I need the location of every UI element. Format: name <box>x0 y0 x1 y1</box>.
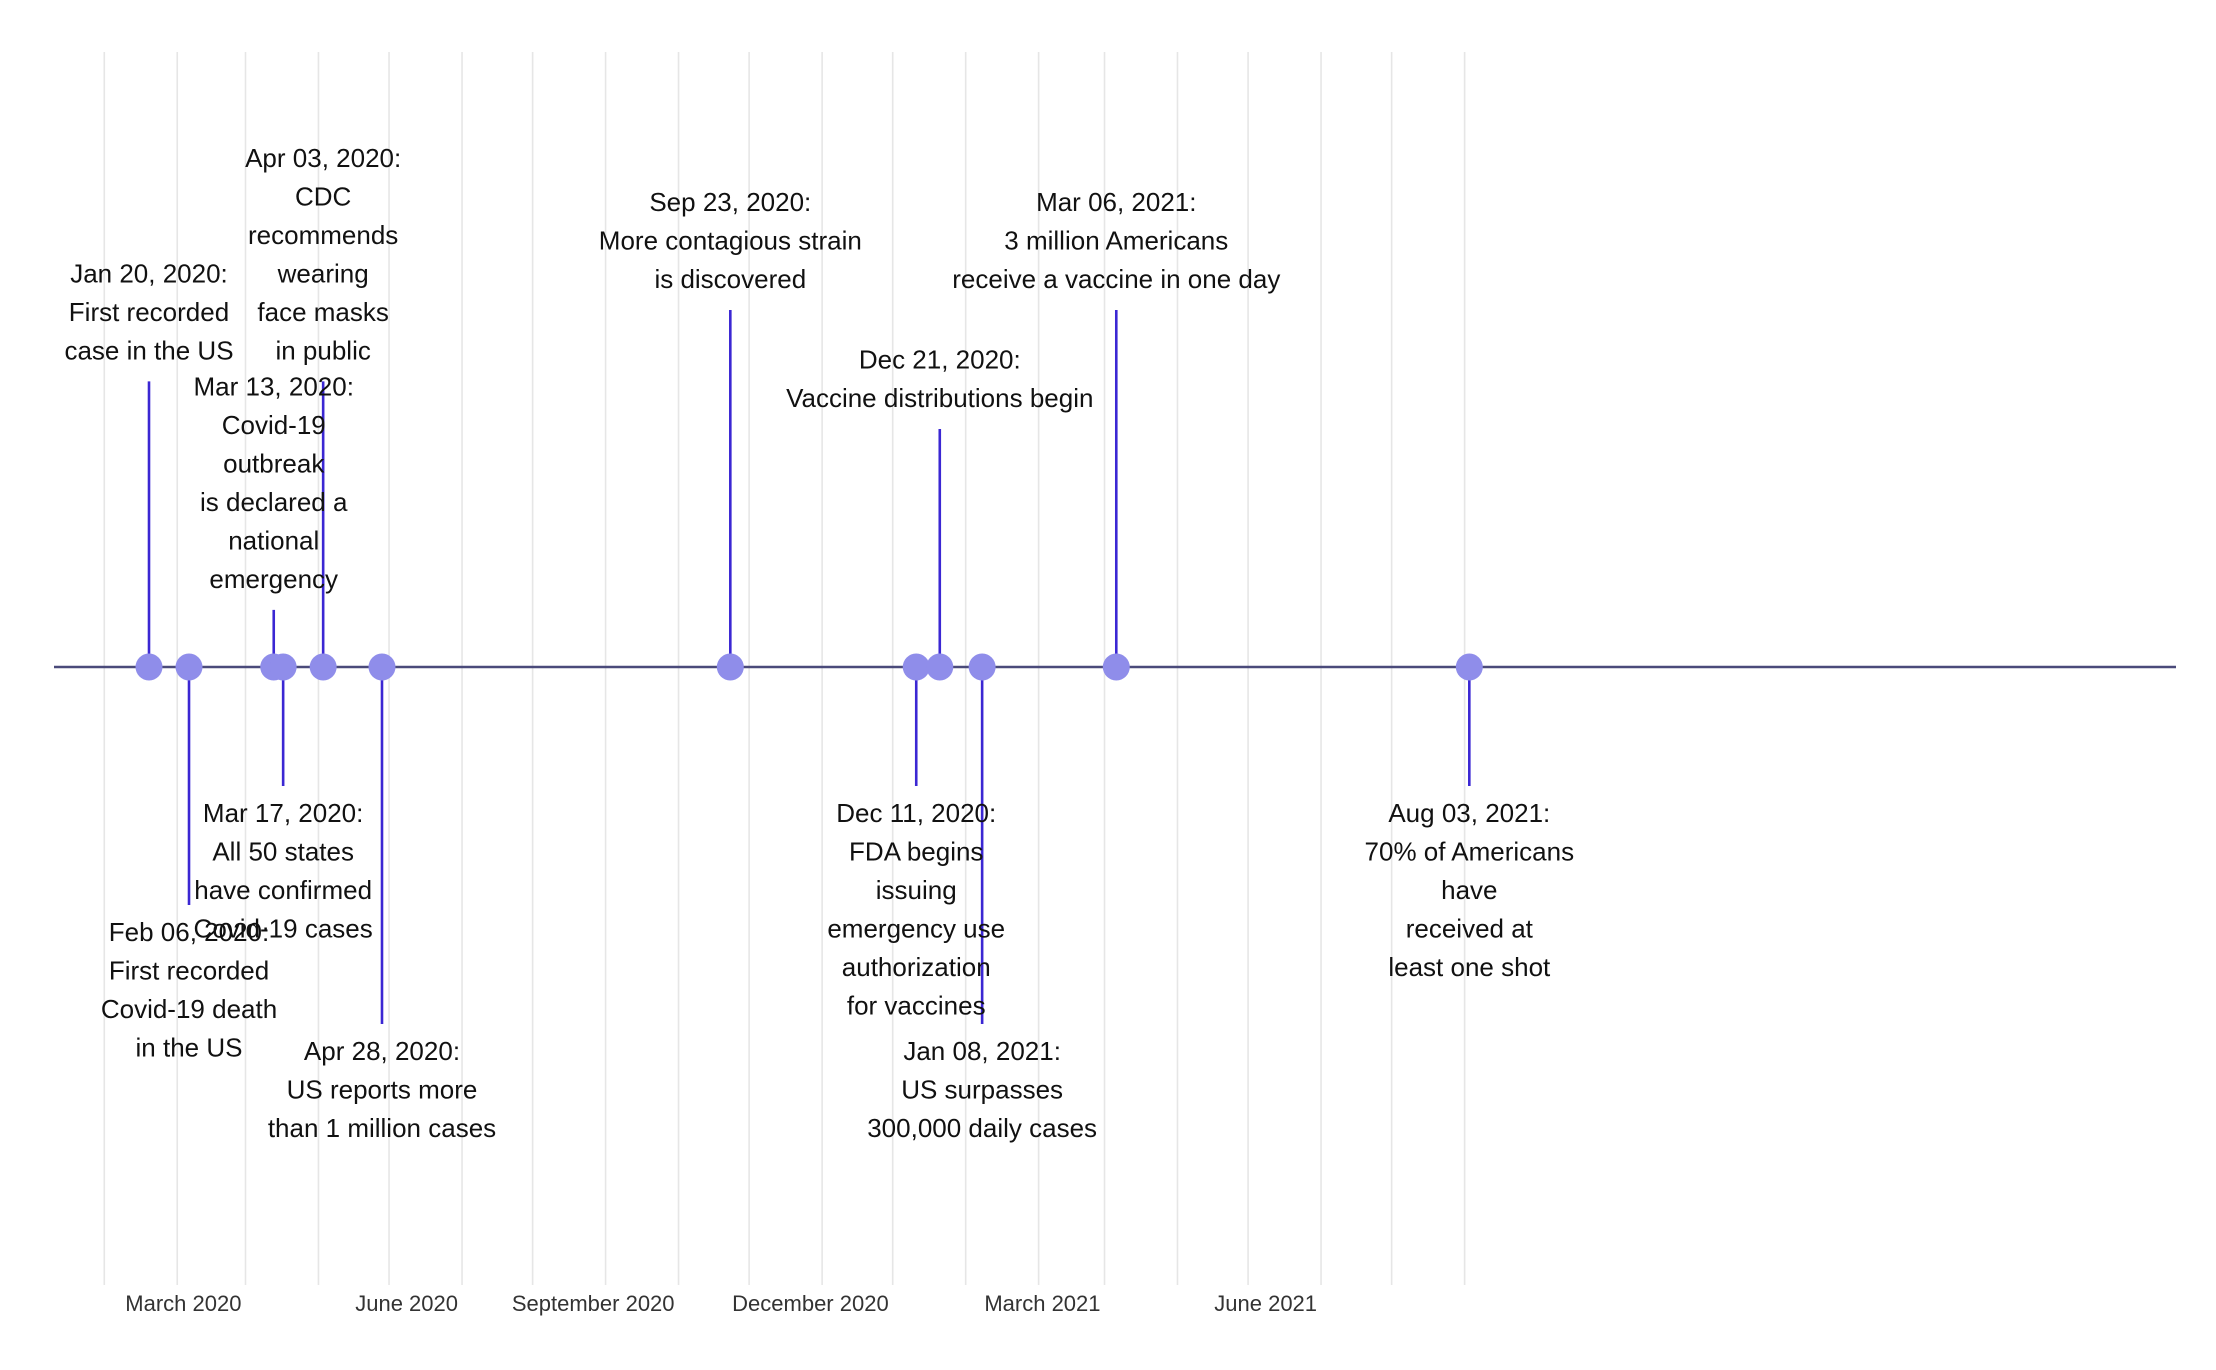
x-tick-label: March 2020 <box>125 1291 241 1316</box>
event-marker <box>968 653 996 681</box>
event-date-label: Feb 06, 2020: <box>109 917 269 947</box>
event-labels: Jan 20, 2020: First recorded case in the U… <box>64 143 1574 1143</box>
x-tick-label: September 2020 <box>512 1291 675 1316</box>
event-date-label: Mar 17, 2020: <box>203 798 363 828</box>
event-description-line: face masks <box>257 297 389 327</box>
event-description-line: US reports more <box>287 1074 478 1104</box>
event-label: Feb 06, 2020: First recorded Covid-19 deat… <box>101 917 277 1063</box>
event-marker <box>175 653 203 681</box>
event-label: Dec 11, 2020: FDA begins issuing emergency … <box>827 798 1005 1021</box>
event-marker <box>368 653 396 681</box>
event-description-line: FDA begins <box>849 836 983 866</box>
event-marker <box>269 653 297 681</box>
event-description-line: wearing <box>277 258 369 288</box>
event-label: Mar 13, 2020: Covid-19 outbreak is declared… <box>194 371 354 594</box>
event-description-line: case in the US <box>64 335 233 365</box>
event-markers <box>135 653 1483 681</box>
event-marker <box>1102 653 1130 681</box>
event-description-line: issuing <box>876 875 957 905</box>
event-label: Jan 20, 2020: First recorded case in the U… <box>64 258 233 365</box>
event-date-label: Jan 08, 2021: <box>903 1036 1061 1066</box>
event-marker <box>902 653 930 681</box>
x-tick-label: March 2021 <box>984 1291 1100 1316</box>
event-date-label: Jan 20, 2020: <box>70 258 228 288</box>
event-description-line: have <box>1441 875 1497 905</box>
event-description-line: 3 million Americans <box>1004 225 1228 255</box>
event-label: Dec 21, 2020: Vaccine distributions begin <box>786 344 1093 413</box>
x-axis-ticks: March 2020 June 2020 September 2020 Decembe… <box>125 1291 1317 1316</box>
event-stems <box>147 310 1471 1024</box>
event-label: Apr 28, 2020: US reports more than 1 milli… <box>268 1036 496 1143</box>
event-description-line: First recorded <box>109 955 269 985</box>
event-label: Aug 03, 2021: 70% of Americans have receive… <box>1365 798 1575 982</box>
event-description-line: Covid-19 cases <box>194 913 373 943</box>
event-description-line: emergency <box>209 564 338 594</box>
event-label: Mar 17, 2020: All 50 states have confirmed… <box>194 798 373 944</box>
event-description-line: 300,000 daily cases <box>867 1113 1097 1143</box>
x-tick-label: June 2020 <box>355 1291 458 1316</box>
event-description-line: have confirmed <box>194 875 372 905</box>
event-marker <box>716 653 744 681</box>
event-date-label: Apr 28, 2020: <box>304 1036 460 1066</box>
event-description-line: All 50 states <box>212 836 354 866</box>
event-date-label: Dec 21, 2020: <box>859 344 1021 374</box>
event-date-label: Aug 03, 2021: <box>1388 798 1550 828</box>
event-description-line: More contagious strain <box>599 225 862 255</box>
event-description-line: is discovered <box>654 264 806 294</box>
event-description-line: Covid-19 death <box>101 994 277 1024</box>
event-description-line: receive a vaccine in one day <box>952 264 1280 294</box>
event-description-line: Covid-19 <box>222 410 326 440</box>
event-description-line: outbreak <box>223 448 325 478</box>
event-description-line: received at <box>1406 913 1534 943</box>
event-description-line: than 1 million cases <box>268 1113 496 1143</box>
x-tick-label: June 2021 <box>1214 1291 1317 1316</box>
event-date-label: Dec 11, 2020: <box>836 798 996 828</box>
event-description-line: Vaccine distributions begin <box>786 383 1093 413</box>
event-marker <box>135 653 163 681</box>
event-description-line: US surpasses <box>901 1074 1063 1104</box>
event-description-line: is declared a <box>200 487 348 517</box>
event-marker <box>1455 653 1483 681</box>
event-description-line: recommends <box>248 220 398 250</box>
event-label: Mar 06, 2021: 3 million Americans receive … <box>952 187 1280 294</box>
event-description-line: for vaccines <box>847 990 986 1020</box>
event-description-line: CDC <box>295 181 351 211</box>
event-date-label: Mar 13, 2020: <box>194 371 354 401</box>
event-description-line: least one shot <box>1388 952 1551 982</box>
event-label: Jan 08, 2021: US surpasses 300,000 daily c… <box>867 1036 1097 1143</box>
event-description-line: 70% of Americans <box>1365 836 1575 866</box>
event-description-line: emergency use <box>827 913 1005 943</box>
event-description-line: national <box>228 525 319 555</box>
grid-lines <box>103 52 1466 1285</box>
event-description-line: in public <box>275 335 370 365</box>
event-description-line: in the US <box>136 1032 243 1062</box>
event-marker <box>309 653 337 681</box>
event-date-label: Apr 03, 2020: <box>245 143 401 173</box>
event-label: Apr 03, 2020: CDC recommends wearing face ma… <box>245 143 401 366</box>
event-description-line: First recorded <box>69 297 229 327</box>
x-tick-label: December 2020 <box>732 1291 889 1316</box>
event-description-line: authorization <box>842 952 991 982</box>
event-date-label: Mar 06, 2021: <box>1036 187 1196 217</box>
event-label: Sep 23, 2020: More contagious strain is di… <box>599 187 862 294</box>
event-date-label: Sep 23, 2020: <box>649 187 811 217</box>
event-marker <box>926 653 954 681</box>
